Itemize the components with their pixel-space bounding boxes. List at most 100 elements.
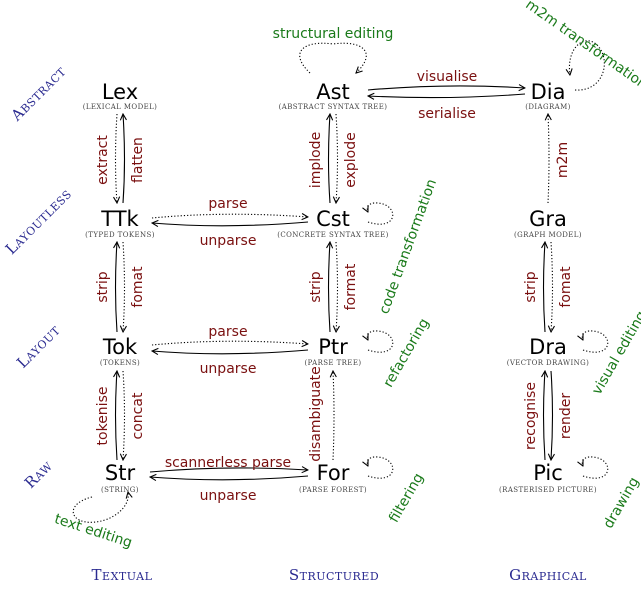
arrow-cst-to-ptr [336,241,338,332]
edge-label-strip-graphical: strip [523,271,539,302]
node-ast: Ast (ABSTRACT SYNTAX TREE) [279,80,388,111]
edge-label-strip-structured: strip [308,271,324,302]
edge-label-strip-textual: strip [95,271,111,302]
edge-label-flatten: flatten [130,137,146,183]
arrow-str-to-tok [116,371,118,461]
node-dia-subtitle: (DIAGRAM) [525,103,571,111]
node-cst: Cst (CONCRETE SYNTAX TREE) [277,207,388,239]
column-label-textual: Textual [92,566,153,584]
node-ast-subtitle: (ABSTRACT SYNTAX TREE) [279,103,388,111]
arrow-dra-to-gra [544,242,546,333]
node-str: Str (STRING) [101,461,139,494]
arrow-ttk-to-cst [151,214,308,218]
arrow-ast-to-dia [367,86,525,90]
node-dra-subtitle: (VECTOR DRAWING) [507,359,590,367]
edge-label-scannerless-parse: scannerless parse [165,455,291,471]
node-ptr-label: Ptr [318,335,348,359]
edge-label-concat: concat [130,392,146,439]
arrow-for-to-str [150,476,309,480]
node-tok-label: Tok [102,335,138,359]
node-lex-label: Lex [102,80,138,104]
loop-pic-drawing [582,456,609,479]
node-dra: Dra (VECTOR DRAWING) [507,335,590,367]
edge-label-visualise: visualise [417,69,478,85]
node-ttk-label: TTk [100,207,139,231]
node-pic-subtitle: (RASTERISED PICTURE) [499,486,597,494]
edge-label-disambiguate: disambiguate [308,366,324,462]
loop-ptr-refactoring [367,330,394,353]
transform-label-refactoring: refactoring [380,316,432,390]
arrow-dia-to-ast [368,94,526,98]
arrow-pic-to-dra [544,371,546,461]
edge-label-render: render [558,393,574,439]
node-tok: Tok (TOKENS) [100,335,140,367]
row-label-raw: Raw [21,457,56,492]
row-label-layoutless: Layoutless [2,185,75,258]
node-gra: Gra (GRAPH MODEL) [514,207,582,239]
node-dia-label: Dia [531,80,566,104]
node-str-subtitle: (STRING) [101,486,139,494]
edge-label-tokenise: tokenise [95,387,111,446]
transform-label-filtering: filtering [386,471,427,526]
node-ttk-subtitle: (TYPED TOKENS) [85,231,155,239]
node-tok-subtitle: (TOKENS) [100,359,140,367]
loop-ast-structural-editing [299,42,367,73]
arrow-dra-to-pic [551,370,553,460]
arrow-str-to-for [149,468,308,472]
node-cst-label: Cst [316,207,350,231]
edge-label-serialise: serialise [418,106,476,122]
edge-label-format-structured: format [343,263,359,310]
edge-label-parse-tok: parse [208,324,247,340]
arrow-gra-to-dia [548,114,549,204]
node-for-label: For [317,461,350,485]
node-for-subtitle: (PARSE FOREST) [299,486,367,494]
edge-label-fomat-textual: fomat [130,266,146,308]
loop-str-text-editing [72,492,128,523]
edge-label-explode: explode [343,132,359,188]
arrow-ptr-to-tok [152,350,309,354]
node-ast-label: Ast [316,80,350,104]
node-for: For (PARSE FOREST) [299,461,367,494]
row-label-abstract: Abstract [7,62,70,125]
arrow-tok-to-ptr [151,341,308,345]
arrow-ttk-to-tok [123,241,125,332]
transform-label-structural-editing: structural editing [273,26,394,42]
transform-label-text-editing: text editing [52,511,134,551]
node-gra-label: Gra [529,207,567,231]
loop-for-filtering [367,456,394,479]
transform-label-m2m-transformation: m2m transformation [522,0,641,93]
edge-label-parse-ttk: parse [208,196,247,212]
arrow-for-to-ptr [333,371,334,461]
node-pic: Pic (RASTERISED PICTURE) [499,461,597,494]
node-pic-label: Pic [533,461,563,485]
column-label-graphical: Graphical [509,566,587,584]
edge-label-fomat-graphical: fomat [558,266,574,308]
node-dra-label: Dra [529,335,567,359]
node-ptr: Ptr (PARSE TREE) [305,335,362,367]
arrow-gra-to-dra [551,241,553,332]
loop-dra-visual-editing [582,330,609,353]
arrow-ttk-to-lex [123,114,125,204]
loop-cst-code-transformation [367,202,394,225]
arrow-cst-to-ttk [152,222,309,226]
transform-label-drawing: drawing [601,475,641,532]
edge-label-extract: extract [95,135,111,185]
column-label-structured: Structured [289,566,379,584]
arrow-tok-to-str [123,370,125,460]
transform-label-visual-editing: visual editing [589,308,641,397]
node-ptr-subtitle: (PARSE TREE) [305,359,362,367]
arrow-ptr-to-cst [329,242,331,333]
arrow-ast-to-cst [336,113,338,203]
row-label-layout: Layout [13,321,64,372]
edge-label-unparse-str: unparse [200,488,257,504]
node-str-label: Str [105,461,136,485]
node-dia: Dia (DIAGRAM) [525,80,571,111]
arrow-tok-to-ttk [116,242,118,333]
arrow-cst-to-ast [329,114,331,204]
node-cst-subtitle: (CONCRETE SYNTAX TREE) [277,231,388,239]
arrow-lex-to-ttk [116,113,118,203]
node-gra-subtitle: (GRAPH MODEL) [514,231,582,239]
transform-label-code-transformation: code transformation [376,177,440,316]
edge-label-m2m: m2m [555,142,571,178]
